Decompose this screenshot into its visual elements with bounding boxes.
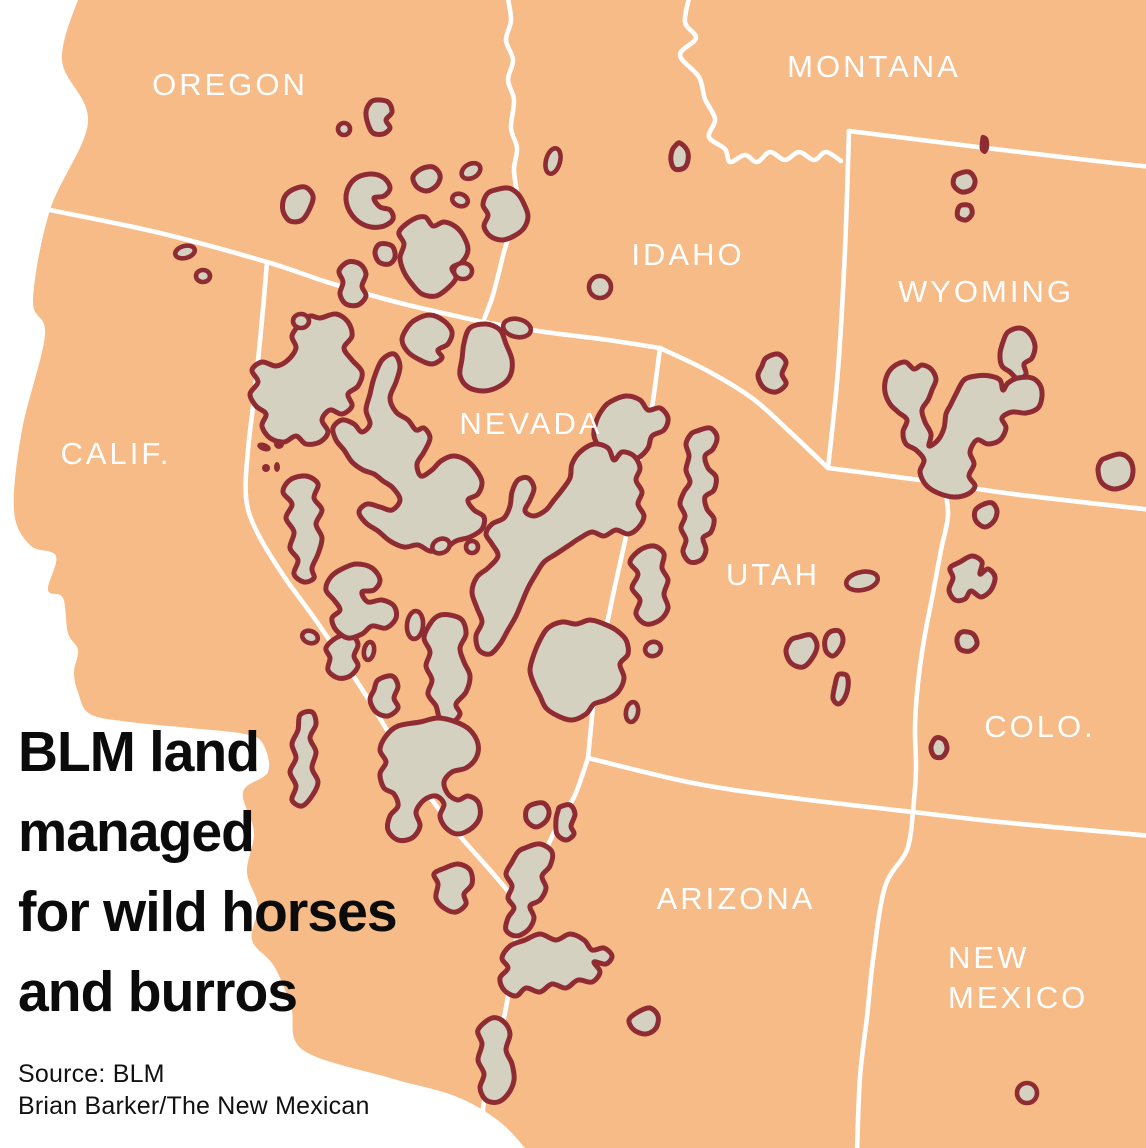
blm-area [459, 160, 483, 182]
blm-area [274, 439, 284, 449]
blm-area [430, 536, 452, 556]
blm-area [172, 243, 198, 261]
blm-area [997, 325, 1038, 382]
blm-area [262, 464, 270, 472]
blm-area [626, 1005, 661, 1037]
blm-area [954, 202, 975, 223]
blm-area [367, 673, 401, 719]
blm-area [668, 140, 691, 173]
blm-area [399, 312, 455, 367]
source-attribution: Source: BLM [18, 1060, 165, 1088]
blm-area [469, 441, 647, 657]
blm-area [971, 500, 1000, 530]
blm-area [299, 628, 321, 646]
blm-area [372, 241, 398, 267]
blm-area [451, 260, 475, 282]
blm-area [500, 316, 534, 340]
map-title: BLM land managed for wild horses and bur… [18, 720, 398, 1024]
state-label-oregon: OREGON [152, 67, 308, 102]
state-border-line [846, 128, 1146, 169]
blm-area [335, 120, 353, 138]
state-label-california: CALIF. [60, 436, 172, 471]
blm-area [463, 538, 481, 556]
blm-area [475, 1015, 517, 1105]
state-border-line [825, 128, 852, 471]
land-shape [13, 0, 1146, 1148]
land-region [13, 0, 1146, 1148]
state-border-line [585, 755, 1146, 838]
blm-area [527, 617, 631, 723]
blm-area [257, 442, 271, 452]
blm-area [363, 97, 395, 137]
blm-area [843, 569, 881, 593]
blm-area [193, 267, 213, 285]
blm-area [323, 561, 400, 641]
state-border-line [47, 207, 486, 325]
blm-area [627, 543, 671, 627]
blm-area [954, 629, 980, 654]
blm-area [979, 134, 990, 155]
blm-area [591, 393, 671, 465]
state-border-line [677, 0, 844, 165]
blm-area [677, 425, 720, 566]
blm-area [755, 351, 789, 395]
blm-area [410, 164, 443, 194]
state-border-line [910, 481, 951, 815]
blm-area [497, 931, 615, 999]
state-label-colorado: COLO. [984, 709, 1096, 744]
blm-area [287, 708, 321, 809]
blm-area [1095, 451, 1136, 492]
state-label-montana: MONTANA [787, 49, 961, 84]
blm-area [431, 861, 475, 915]
blm-area [274, 462, 280, 472]
blm-area [586, 273, 614, 301]
state-label-idaho: IDAHO [631, 237, 745, 272]
blm-land-areas [172, 97, 1136, 1106]
blm-area [1014, 1080, 1040, 1106]
state-border-line [854, 809, 916, 1148]
blm-area [553, 802, 578, 843]
blm-area [323, 631, 361, 681]
blm-area [822, 627, 846, 659]
blm-area [457, 321, 515, 394]
blm-area [377, 715, 483, 844]
blm-area [449, 191, 471, 209]
blm-area [882, 359, 1045, 500]
state-border-line [657, 345, 831, 471]
state-label-wyoming: WYOMING [898, 274, 1074, 309]
state-label-new-mexico: NEW MEXICO [948, 940, 1089, 1015]
blm-area [503, 841, 556, 939]
blm-area [336, 259, 369, 309]
blm-area [783, 632, 820, 670]
state-border-line [480, 0, 520, 325]
state-label-nevada: NEVADA [459, 406, 603, 441]
blm-area [928, 735, 950, 761]
blm-area [543, 146, 563, 176]
blm-area [361, 639, 377, 663]
blm-area [623, 699, 641, 725]
blm-area [950, 169, 978, 195]
blm-area [830, 671, 851, 707]
credit-line: Brian Barker/The New Mexican [18, 1092, 370, 1120]
blm-area [290, 311, 312, 331]
blm-area [343, 171, 396, 230]
state-label-utah: UTAH [725, 557, 821, 592]
blm-area [404, 608, 426, 642]
blm-area [247, 311, 365, 447]
blm-area [480, 185, 531, 243]
blm-area [642, 639, 664, 659]
blm-area [946, 553, 998, 604]
blm-area [280, 473, 325, 585]
state-label-arizona: ARIZONA [656, 881, 816, 916]
blm-area [523, 800, 552, 830]
blm-area [279, 184, 316, 225]
